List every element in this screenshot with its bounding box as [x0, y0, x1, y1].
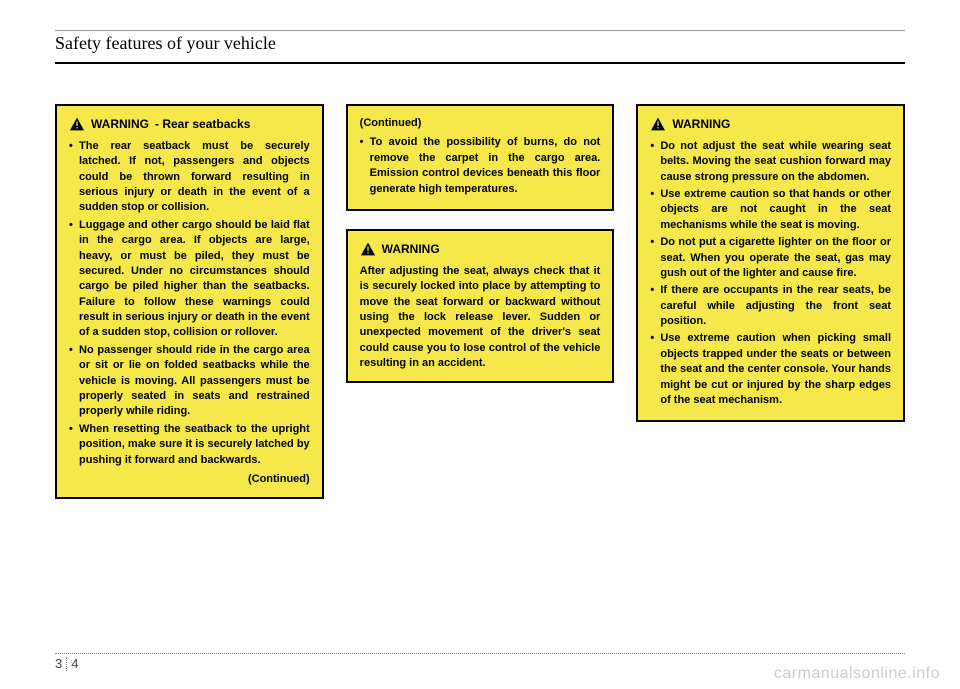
warning-subtitle: - Rear seatbacks: [155, 116, 250, 133]
warning-item: Do not adjust the seat while wearing sea…: [650, 139, 891, 185]
page-separator: [66, 657, 67, 671]
continued-top-label: (Continued): [360, 116, 601, 131]
warning-seat-adjust: WARNING After adjusting the seat, always…: [346, 229, 615, 384]
warning-body: To avoid the possibility of burns, do no…: [360, 135, 601, 197]
warning-triangle-icon: [360, 242, 376, 256]
footer-divider: [55, 653, 905, 654]
warning-rear-seatbacks: WARNING - Rear seatbacks The rear seatba…: [55, 104, 324, 499]
section-number: 3: [55, 656, 62, 671]
page-numbers: 3 4: [55, 656, 78, 671]
warning-list: The rear seatback must be securely latch…: [69, 139, 310, 468]
column-right: WARNING Do not adjust the seat while wea…: [636, 104, 905, 422]
warning-title-row: WARNING: [360, 241, 601, 258]
column-middle: (Continued) To avoid the possibility of …: [346, 104, 615, 383]
warning-triangle-icon: [69, 117, 85, 131]
warning-body: Do not adjust the seat while wearing sea…: [650, 139, 891, 409]
warning-title-row: WARNING - Rear seatbacks: [69, 116, 310, 133]
warning-label: WARNING: [672, 116, 730, 133]
warning-item: Use extreme caution so that hands or oth…: [650, 187, 891, 233]
warning-item: Do not put a cigarette lighter on the fl…: [650, 235, 891, 281]
column-left: WARNING - Rear seatbacks The rear seatba…: [55, 104, 324, 499]
warning-list: To avoid the possibility of burns, do no…: [360, 135, 601, 197]
warning-item: The rear seatback must be securely latch…: [69, 139, 310, 216]
content-columns: WARNING - Rear seatbacks The rear seatba…: [55, 104, 905, 499]
warning-continued: (Continued) To avoid the possibility of …: [346, 104, 615, 211]
warning-label: WARNING: [91, 116, 149, 133]
warning-triangle-icon: [650, 117, 666, 131]
page-header: Safety features of your vehicle: [55, 30, 905, 64]
warning-label: WARNING: [382, 241, 440, 258]
watermark-text: carmanualsonline.info: [774, 665, 940, 683]
warning-item: Use extreme caution when picking small o…: [650, 331, 891, 408]
warning-body: The rear seatback must be securely latch…: [69, 139, 310, 468]
warning-title-row: WARNING: [650, 116, 891, 133]
warning-item: Luggage and other cargo should be laid f…: [69, 218, 310, 341]
warning-item: No passenger should ride in the cargo ar…: [69, 343, 310, 420]
page-number: 4: [71, 656, 78, 671]
warning-list: Do not adjust the seat while wearing sea…: [650, 139, 891, 409]
warning-general: WARNING Do not adjust the seat while wea…: [636, 104, 905, 422]
warning-item: To avoid the possibility of burns, do no…: [360, 135, 601, 197]
continued-label: (Continued): [69, 472, 310, 487]
warning-item: If there are occupants in the rear seats…: [650, 283, 891, 329]
warning-item: When resetting the seatback to the uprig…: [69, 422, 310, 468]
warning-body: After adjusting the seat, always check t…: [360, 264, 601, 372]
header-title: Safety features of your vehicle: [55, 33, 276, 53]
